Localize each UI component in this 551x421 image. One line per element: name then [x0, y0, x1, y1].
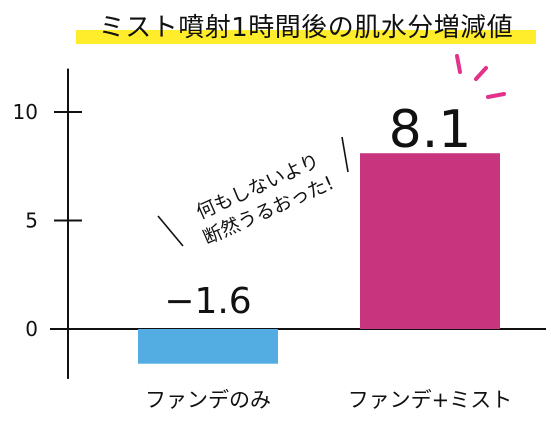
- emphasis-mark-1: [474, 66, 488, 81]
- emphasis-mark-0: [455, 54, 462, 74]
- y-tick-label-10: 10: [13, 100, 38, 124]
- data-label-0: −1.6: [164, 281, 251, 322]
- y-tick-label-5: 5: [25, 209, 38, 233]
- category-label-0: ファンデのみ: [145, 388, 271, 412]
- title-highlight: [76, 30, 536, 44]
- bar-0: [138, 329, 278, 364]
- emphasis-mark-2: [486, 92, 506, 99]
- annotation-bracket-right: [341, 136, 349, 173]
- chart-title-area: ミスト噴射1時間後の肌水分増減値: [76, 8, 536, 48]
- data-label-1: 8.1: [389, 100, 472, 160]
- bar-1: [360, 153, 500, 329]
- y-tick-label-0: 0: [25, 317, 38, 341]
- category-label-1: ファンデ+ミスト: [348, 388, 513, 412]
- annotation-bracket-left: [157, 215, 184, 247]
- chart-title: ミスト噴射1時間後の肌水分増減値: [98, 13, 514, 43]
